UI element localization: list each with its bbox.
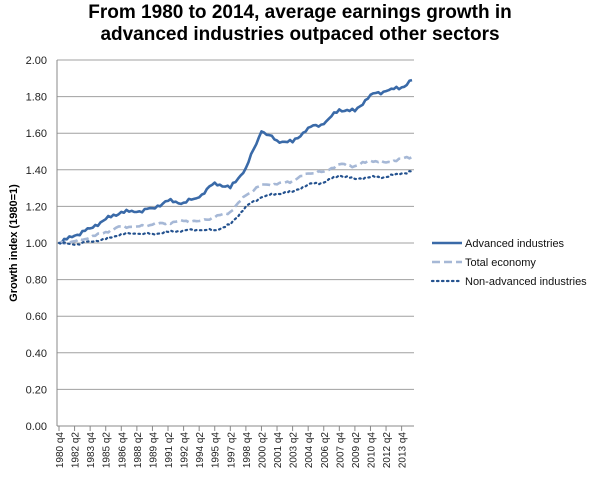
y-tick-label: 0.20 bbox=[26, 384, 47, 396]
chart-title-line-2: advanced industries outpaced other secto… bbox=[100, 24, 500, 45]
x-axis: 1980 q4 1982 q2 1983 q4 1985 q2 1986 q4 1988 … bbox=[55, 425, 414, 469]
y-axis-ticks: 0.00 0.20 0.40 0.60 0.80 1.00 1.20 1.40 1.60 1.80… bbox=[26, 55, 47, 433]
legend-label: Non-advanced industries bbox=[465, 276, 587, 288]
series-line-total-economy bbox=[58, 155, 413, 245]
x-tick-label: 2009 q2 bbox=[351, 432, 362, 469]
y-tick-label: 2.00 bbox=[26, 55, 47, 67]
y-axis-label: Growth index (1980=1) bbox=[8, 184, 20, 302]
x-tick-label: 1989 q4 bbox=[148, 432, 159, 469]
x-tick-label: 1994 q2 bbox=[195, 432, 206, 469]
y-tick-label: 1.40 bbox=[26, 165, 47, 177]
x-tick-label: 1997 q2 bbox=[226, 432, 237, 469]
x-tick-label: 2004 q4 bbox=[304, 432, 315, 469]
y-tick-label: 1.60 bbox=[26, 128, 47, 140]
chart-title: From 1980 to 2014, average earnings grow… bbox=[0, 2, 600, 46]
series-line-non-advanced-industries bbox=[57, 170, 414, 246]
legend-label: Advanced industries bbox=[465, 238, 565, 250]
x-tick-label: 1995 q4 bbox=[211, 432, 222, 469]
x-tick-label: 2000 q2 bbox=[257, 432, 268, 469]
y-tick-label: 1.80 bbox=[26, 92, 47, 104]
y-tick-label: 1.00 bbox=[26, 238, 47, 250]
x-tick-label: 2001 q4 bbox=[273, 432, 284, 469]
x-tick-label: 1998 q4 bbox=[242, 432, 253, 469]
legend: Advanced industries Total economy Non-adva… bbox=[430, 238, 587, 288]
x-tick-label: 1985 q2 bbox=[102, 432, 113, 469]
gridlines bbox=[56, 59, 414, 427]
x-tick-label: 2013 q4 bbox=[398, 432, 409, 469]
series-lines bbox=[57, 78, 414, 246]
legend-label: Total economy bbox=[465, 257, 536, 269]
x-tick-label: 1980 q4 bbox=[55, 432, 66, 469]
series-line-advanced-industries bbox=[58, 78, 413, 245]
x-tick-label: 1986 q4 bbox=[117, 432, 128, 469]
y-tick-label: 1.20 bbox=[26, 201, 47, 213]
y-tick-label: 0.80 bbox=[26, 275, 47, 287]
chart-title-line-1: From 1980 to 2014, average earnings grow… bbox=[88, 2, 512, 23]
y-tick-label: 0.40 bbox=[26, 348, 47, 360]
x-tick-label: 1988 q2 bbox=[133, 432, 144, 469]
x-tick-label: 2003 q2 bbox=[289, 432, 300, 469]
y-tick-label: 0.60 bbox=[26, 311, 47, 323]
x-tick-label: 1991 q2 bbox=[164, 432, 175, 469]
y-tick-label: 0.00 bbox=[26, 421, 47, 433]
x-tick-label: 1992 q4 bbox=[180, 432, 191, 469]
x-tick-label: 1982 q2 bbox=[71, 432, 82, 469]
x-tick-label: 1983 q4 bbox=[86, 432, 97, 469]
x-tick-label: 2012 q2 bbox=[382, 432, 393, 469]
x-tick-label: 2007 q4 bbox=[335, 432, 346, 469]
x-tick-label: 2010 q4 bbox=[366, 432, 377, 469]
x-tick-label: 2006 q2 bbox=[320, 432, 331, 469]
